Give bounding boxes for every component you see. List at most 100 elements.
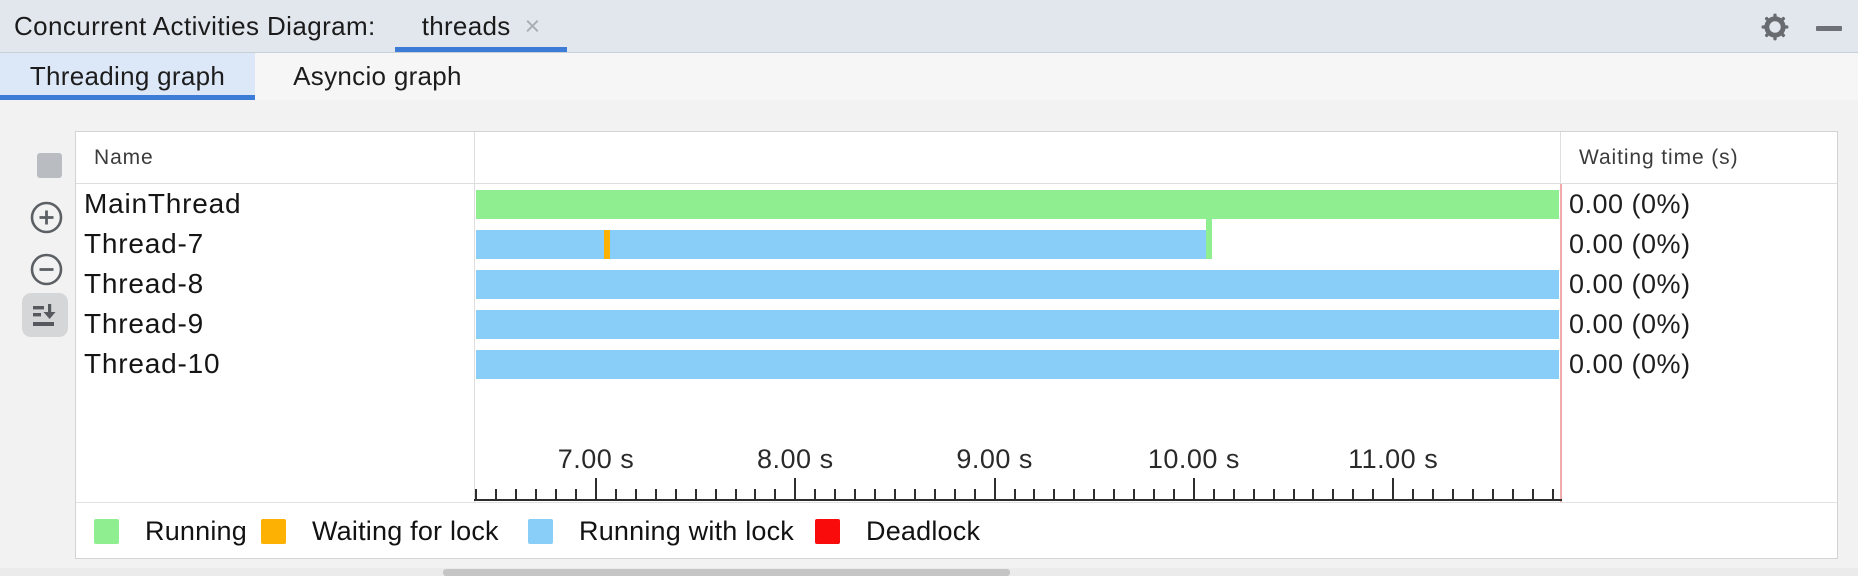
horizontal-scrollbar-thumb[interactable]: [443, 569, 1010, 576]
gear-icon[interactable]: [1761, 13, 1789, 41]
segment-running[interactable]: [476, 190, 1559, 219]
tab-threading-graph-label: Threading graph: [29, 61, 226, 91]
stop-icon[interactable]: [37, 153, 62, 178]
axis-minor-tick: [1471, 489, 1474, 499]
axis-minor-tick: [515, 489, 518, 499]
axis-minor-tick: [1252, 489, 1255, 499]
axis-minor-tick: [714, 489, 717, 499]
thread-row-name[interactable]: Thread-8: [84, 268, 205, 299]
axis-minor-tick: [1133, 489, 1136, 499]
axis-minor-tick: [1013, 489, 1016, 499]
thread-waiting-time: 0.00 (0%): [1569, 189, 1691, 219]
axis-minor-tick: [1272, 489, 1275, 499]
segment-running_with_lock[interactable]: [476, 310, 1559, 339]
active-tab-underline: [0, 95, 255, 100]
tab-threading-graph[interactable]: Threading graph: [0, 53, 255, 100]
segment-running_with_lock[interactable]: [476, 270, 1559, 299]
axis-minor-tick: [1432, 489, 1435, 499]
thread-row-name[interactable]: Thread-9: [84, 308, 205, 339]
legend-label: Deadlock: [866, 515, 981, 546]
waiting-column-divider: [1560, 132, 1561, 183]
axis-minor-tick: [913, 489, 916, 499]
name-column-divider: [474, 132, 475, 502]
threads-table: Name Waiting time (s) MainThread 0.00 (0%…: [75, 131, 1838, 559]
legend-swatch-deadlock: [815, 518, 840, 544]
legend-item-waiting_for_lock: Waiting for lock: [261, 503, 499, 559]
axis-minor-tick: [1113, 489, 1116, 499]
axis-minor-tick: [933, 489, 936, 499]
axis-minor-tick: [734, 489, 737, 499]
axis-minor-tick: [1372, 489, 1375, 499]
thread-row-name[interactable]: MainThread: [84, 188, 242, 219]
axis-minor-tick: [1511, 489, 1514, 499]
doc-tab-threads[interactable]: threads ×: [395, 0, 567, 52]
active-tab-underline: [395, 47, 567, 52]
thread-row-name[interactable]: Thread-7: [84, 228, 205, 259]
axis-minor-tick: [575, 489, 578, 499]
axis-minor-tick: [1332, 489, 1335, 499]
axis-minor-tick: [854, 489, 857, 499]
tab-asyncio-graph[interactable]: Asyncio graph: [255, 53, 500, 100]
segment-waiting_for_lock[interactable]: [603, 230, 610, 259]
axis-minor-tick: [814, 489, 817, 499]
axis-tick-label: 9.00 s: [956, 444, 1033, 474]
axis-minor-tick: [1352, 489, 1355, 499]
zoom-in-icon[interactable]: [28, 199, 65, 241]
segment-running[interactable]: [1205, 219, 1212, 259]
segment-running_with_lock[interactable]: [476, 350, 1559, 379]
axis-tick-label: 8.00 s: [757, 444, 834, 474]
axis-minor-tick: [834, 489, 837, 499]
axis-minor-tick: [1033, 489, 1036, 499]
thread-waiting-time: 0.00 (0%): [1569, 269, 1691, 299]
segment-running_with_lock[interactable]: [476, 230, 1206, 259]
legend-label: Waiting for lock: [312, 515, 499, 546]
axis-minor-tick: [1172, 489, 1175, 499]
axis-major-tick: [1192, 478, 1195, 499]
axis-tick-label: 10.00 s: [1147, 444, 1240, 474]
axis-major-tick: [595, 478, 597, 499]
legend-label: Running: [145, 515, 247, 546]
axis-minor-tick: [1312, 489, 1315, 499]
axis-minor-tick: [953, 489, 956, 499]
legend-label: Running with lock: [579, 515, 795, 546]
thread-waiting-time: 0.00 (0%): [1569, 349, 1691, 379]
legend-swatch-waiting_for_lock: [261, 518, 286, 544]
axis-minor-tick: [874, 489, 877, 499]
timeline-end-marker: [1560, 184, 1562, 502]
column-header-waiting-time: Waiting time (s): [1579, 146, 1739, 169]
legend-item-running_with_lock: Running with lock: [528, 503, 794, 559]
panel-title: Concurrent Activities Diagram:: [14, 11, 376, 41]
axis-minor-tick: [535, 489, 538, 499]
thread-waiting-time: 0.00 (0%): [1569, 229, 1691, 259]
axis-minor-tick: [694, 489, 697, 499]
close-icon[interactable]: ×: [524, 10, 541, 41]
axis-minor-tick: [973, 489, 976, 499]
header-separator: [76, 183, 1837, 184]
axis-minor-tick: [654, 489, 657, 499]
axis-minor-tick: [1053, 489, 1056, 499]
scroll-to-end-icon[interactable]: [22, 293, 68, 337]
axis-minor-tick: [1451, 489, 1454, 499]
axis-minor-tick: [475, 489, 478, 499]
zoom-out-icon[interactable]: [28, 251, 65, 293]
axis-minor-tick: [1093, 489, 1096, 499]
tab-asyncio-graph-label: Asyncio graph: [293, 61, 462, 91]
axis-minor-tick: [1531, 489, 1534, 499]
thread-row-name[interactable]: Thread-10: [84, 348, 221, 379]
minimize-icon[interactable]: [1816, 26, 1842, 32]
axis-minor-tick: [893, 489, 896, 499]
column-header-name: Name: [94, 146, 154, 169]
axis-major-tick: [993, 478, 996, 499]
axis-minor-tick: [1212, 489, 1215, 499]
legend-swatch-running: [94, 518, 119, 544]
axis-minor-tick: [555, 489, 558, 499]
graph-tab-row: Threading graph Asyncio graph: [0, 53, 1858, 100]
axis-minor-tick: [634, 489, 637, 499]
time-axis-baseline: [474, 499, 1562, 501]
axis-minor-tick: [1153, 489, 1156, 499]
axis-minor-tick: [1551, 489, 1554, 499]
legend-separator: [76, 502, 1837, 503]
panel-titlebar: Concurrent Activities Diagram: threads ×: [0, 0, 1858, 53]
axis-minor-tick: [754, 489, 757, 499]
